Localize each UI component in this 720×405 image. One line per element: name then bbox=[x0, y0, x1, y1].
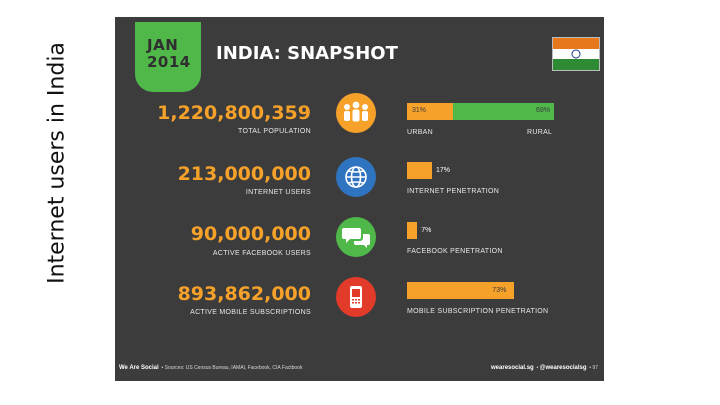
internet-penetration-bar bbox=[407, 162, 432, 179]
facebook-users-value: 90,000,000 bbox=[190, 223, 311, 245]
facebook-penetration-label: FACEBOOK PENETRATION bbox=[407, 248, 503, 255]
footer-brand: We Are Social bbox=[119, 365, 159, 371]
total-population-label: TOTAL POPULATION bbox=[238, 128, 311, 135]
date-badge: JAN 2014 bbox=[135, 22, 201, 92]
mobile-subscriptions-value: 893,862,000 bbox=[177, 283, 311, 305]
footer-sources-text: Sources: US Census Bureau, IAMAI, Facebo… bbox=[164, 365, 303, 371]
mobile-penetration-label: MOBILE SUBSCRIPTION PENETRATION bbox=[407, 308, 549, 315]
footer-handle: @wearesocialsg bbox=[539, 365, 587, 371]
facebook-penetration-pct: 7% bbox=[421, 227, 432, 234]
mobile-penetration-bar bbox=[407, 282, 515, 299]
date-year: 2014 bbox=[147, 53, 191, 71]
mobile-subscriptions-label: ACTIVE MOBILE SUBSCRIPTIONS bbox=[190, 309, 311, 316]
footer-sources: We Are Social • Sources: US Census Burea… bbox=[119, 365, 303, 371]
people-icon bbox=[336, 93, 376, 133]
infographic-slide: JAN 2014 INDIA: SNAPSHOT 1,220,800,359 T… bbox=[115, 17, 604, 381]
headline: INDIA: SNAPSHOT bbox=[216, 43, 398, 64]
mobile-penetration-pct: 73% bbox=[492, 287, 507, 294]
mobile-phone-icon bbox=[336, 277, 376, 317]
footer-site: wearesocial.sg bbox=[491, 365, 534, 371]
facebook-users-label: ACTIVE FACEBOOK USERS bbox=[212, 250, 311, 257]
internet-penetration-pct: 17% bbox=[435, 167, 450, 174]
footer-page: 97 bbox=[592, 365, 598, 371]
total-population-value: 1,220,800,359 bbox=[157, 102, 311, 124]
slide-title: Internet users in India bbox=[44, 41, 70, 284]
slide-title-container: Internet users in India bbox=[33, 0, 81, 325]
globe-icon bbox=[336, 157, 376, 197]
india-flag-icon bbox=[552, 37, 600, 71]
internet-users-label: INTERNET USERS bbox=[245, 189, 311, 196]
urban-label: URBAN bbox=[407, 129, 434, 136]
rural-pct: 69% bbox=[535, 107, 550, 114]
facebook-penetration-bar bbox=[407, 222, 418, 239]
internet-penetration-label: INTERNET PENETRATION bbox=[407, 188, 500, 195]
date-month: JAN bbox=[147, 36, 179, 54]
rural-segment: 69% bbox=[452, 103, 554, 120]
urban-pct: 31% bbox=[412, 107, 427, 114]
chat-bubbles-icon bbox=[336, 217, 376, 257]
urban-rural-bar: 31% 69% bbox=[407, 103, 554, 120]
internet-users-value: 213,000,000 bbox=[177, 163, 311, 185]
footer-credits: wearesocial.sg • @wearesocialsg • 97 bbox=[491, 365, 598, 371]
urban-segment: 31% bbox=[407, 103, 453, 120]
rural-label: RURAL bbox=[527, 129, 553, 136]
